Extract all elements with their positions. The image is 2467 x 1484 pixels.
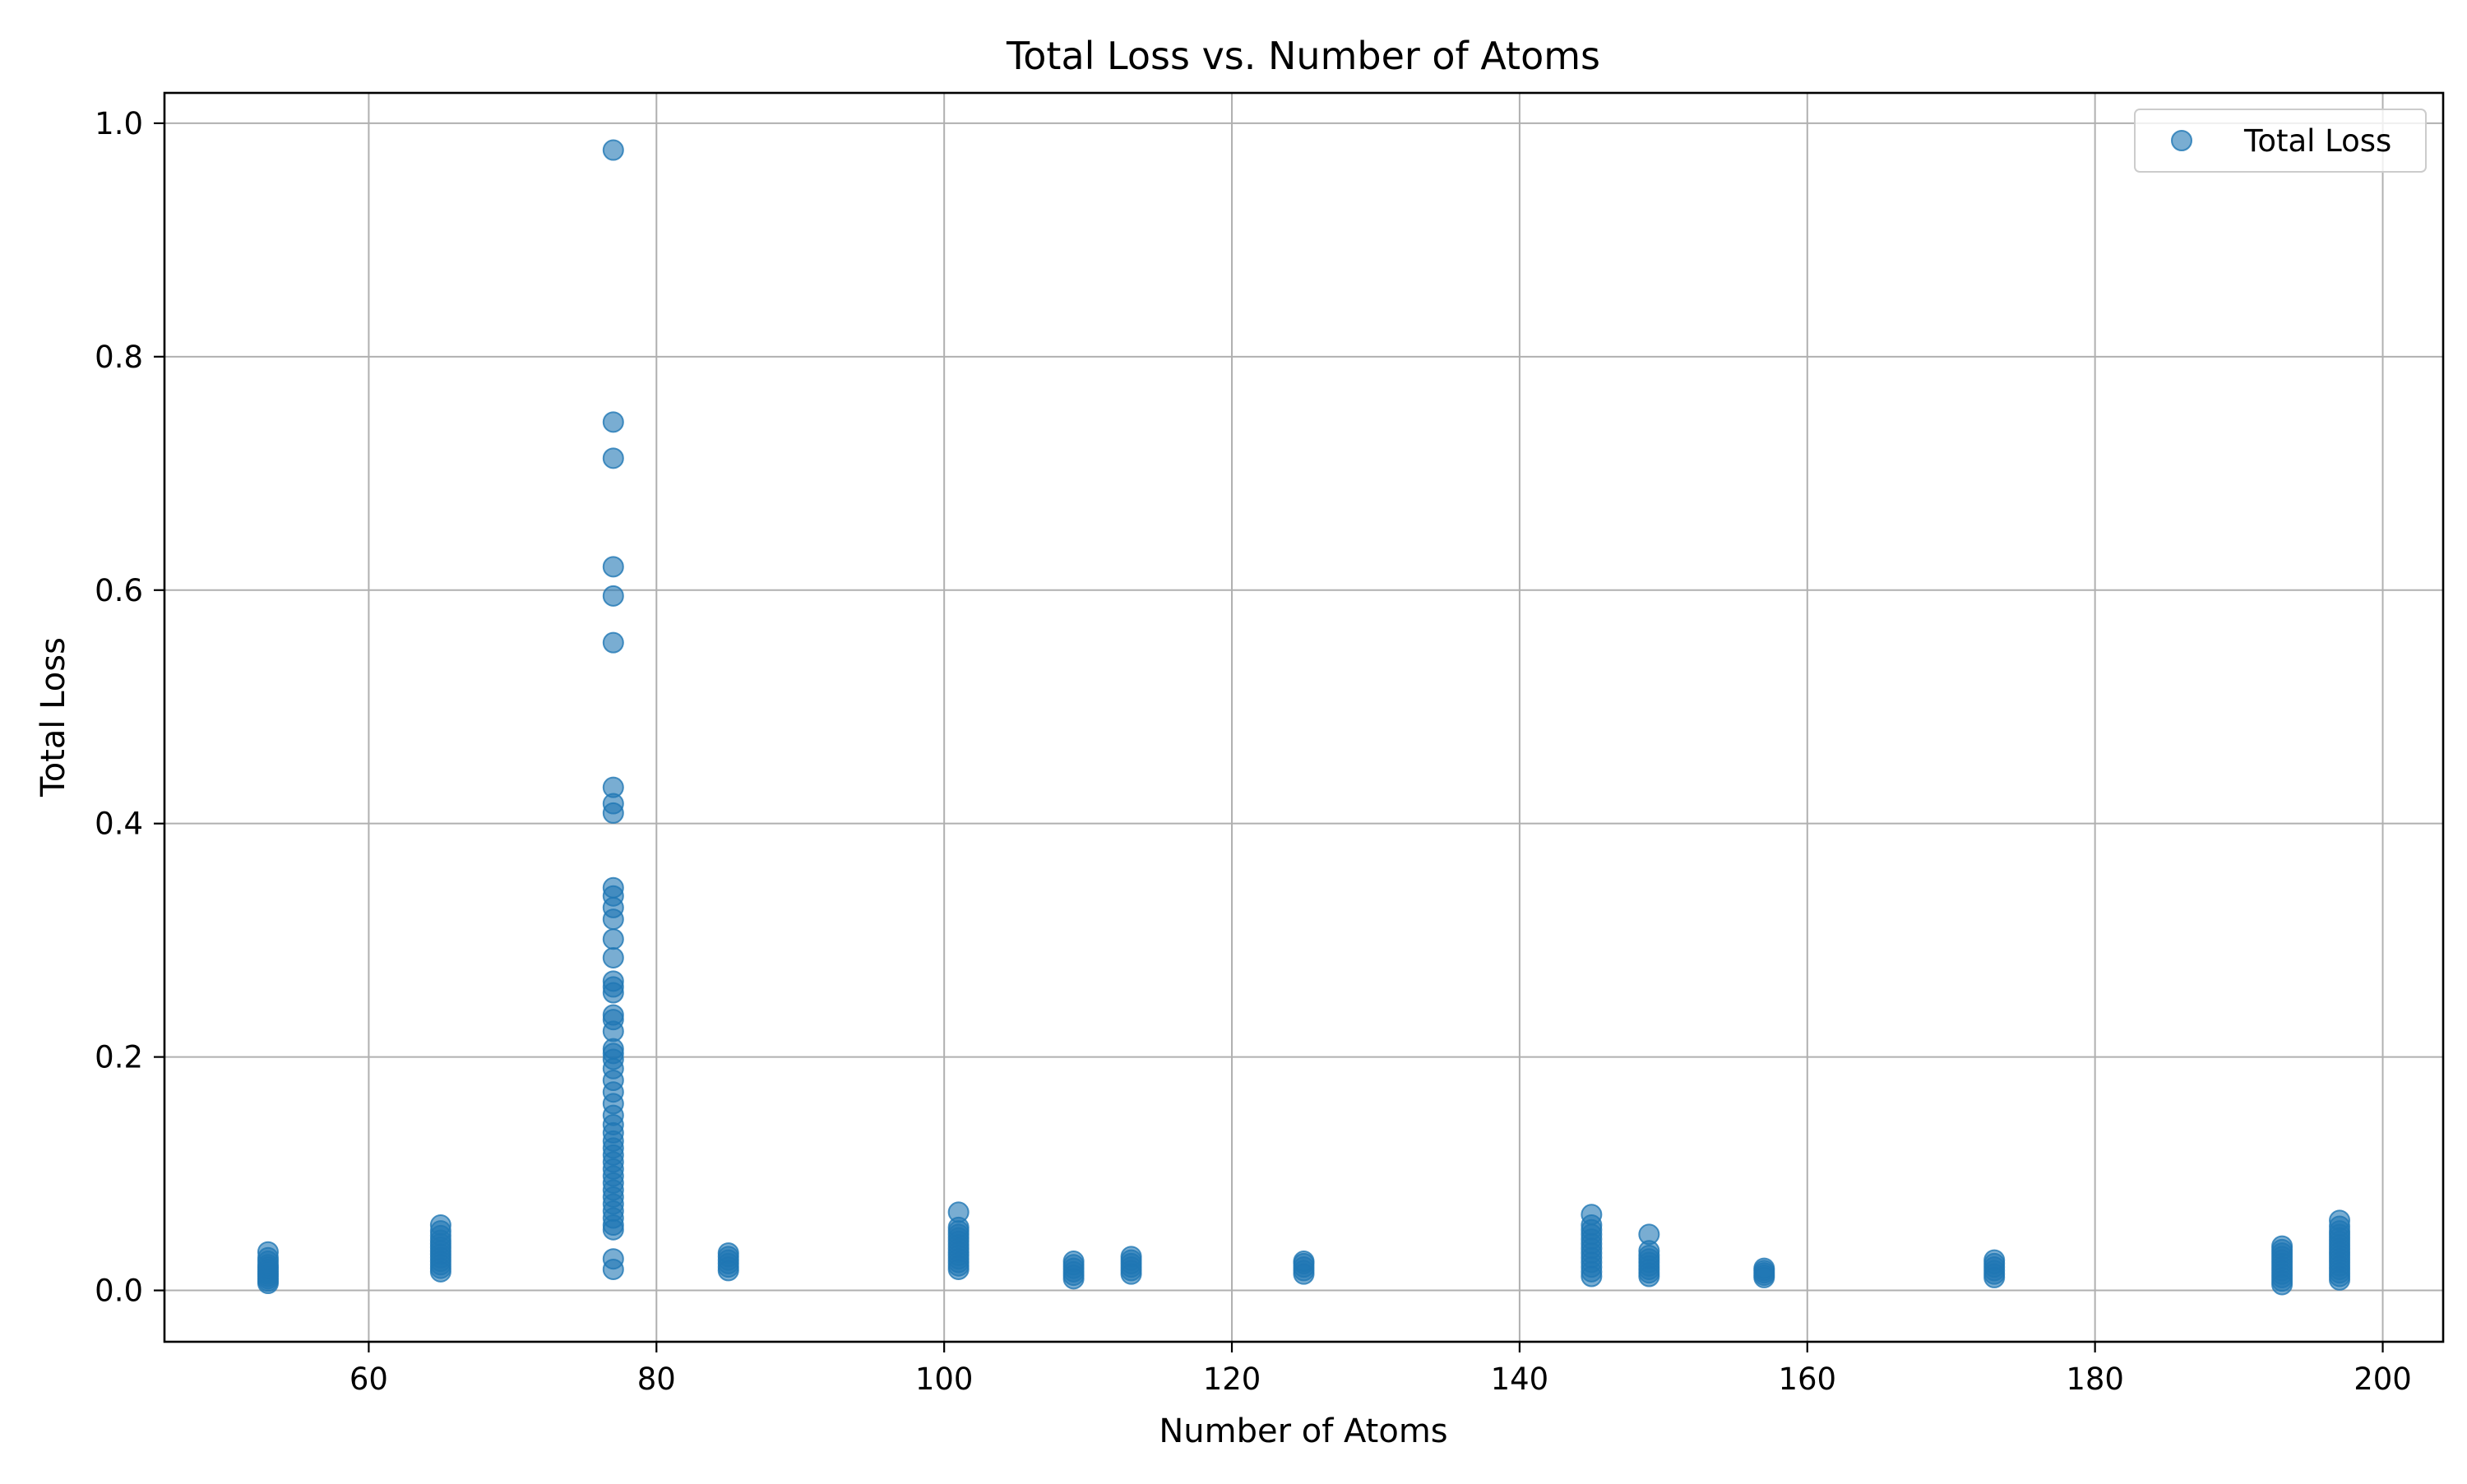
data-point <box>602 139 624 161</box>
y-axis-label: Total Loss <box>35 637 72 797</box>
y-tick-label: 0.0 <box>95 1274 143 1309</box>
x-tick-label: 100 <box>915 1361 974 1397</box>
data-point <box>602 928 624 950</box>
data-point <box>429 1214 451 1237</box>
x-tick-label: 140 <box>1491 1361 1549 1397</box>
data-point <box>602 1218 624 1241</box>
legend: Total Loss <box>2134 109 2427 173</box>
x-axis-ticks: 60 80 100 120 140 160 180 200 <box>349 1342 2412 1397</box>
y-tick-label: 0.8 <box>95 340 143 375</box>
data-point <box>257 1241 279 1263</box>
x-axis-label: Number of Atoms <box>1159 1412 1447 1450</box>
y-tick-label: 0.2 <box>95 1040 143 1075</box>
data-point <box>602 982 624 1004</box>
x-tick-label: 120 <box>1203 1361 1261 1397</box>
y-tick-label: 0.4 <box>95 807 143 842</box>
data-point <box>602 908 624 931</box>
data-point <box>2271 1235 2293 1257</box>
chart-title: Total Loss vs. Number of Atoms <box>1006 34 1600 78</box>
y-axis-ticks: 0.0 0.2 0.4 0.6 0.8 1.0 <box>95 106 164 1309</box>
grid-lines <box>164 93 2443 1342</box>
data-point <box>1062 1251 1085 1273</box>
data-point <box>1293 1251 1315 1273</box>
data-point <box>602 631 624 654</box>
x-tick-label: 60 <box>349 1361 388 1397</box>
data-point <box>1581 1204 1603 1226</box>
x-tick-label: 200 <box>2354 1361 2412 1397</box>
data-point <box>602 585 624 607</box>
data-point <box>1983 1249 2006 1271</box>
axes-frame <box>163 91 2445 1343</box>
data-point <box>602 447 624 469</box>
data-point <box>717 1242 739 1264</box>
data-point <box>1753 1257 1775 1279</box>
x-tick-label: 180 <box>2066 1361 2124 1397</box>
legend-label: Total Loss <box>2243 123 2391 159</box>
y-tick-label: 1.0 <box>95 106 143 141</box>
legend-marker <box>2171 130 2192 151</box>
x-tick-label: 160 <box>1778 1361 1836 1397</box>
data-points <box>257 139 2351 1296</box>
data-point <box>602 802 624 824</box>
y-tick-label: 0.6 <box>95 573 143 608</box>
data-point <box>602 556 624 578</box>
data-point <box>602 1258 624 1280</box>
data-point <box>1638 1223 1660 1246</box>
x-tick-label: 80 <box>637 1361 676 1397</box>
data-point <box>602 946 624 969</box>
data-point <box>947 1201 970 1223</box>
data-point <box>1120 1246 1142 1268</box>
data-point <box>2329 1209 2351 1232</box>
data-point <box>602 411 624 433</box>
legend-box <box>2134 109 2427 173</box>
